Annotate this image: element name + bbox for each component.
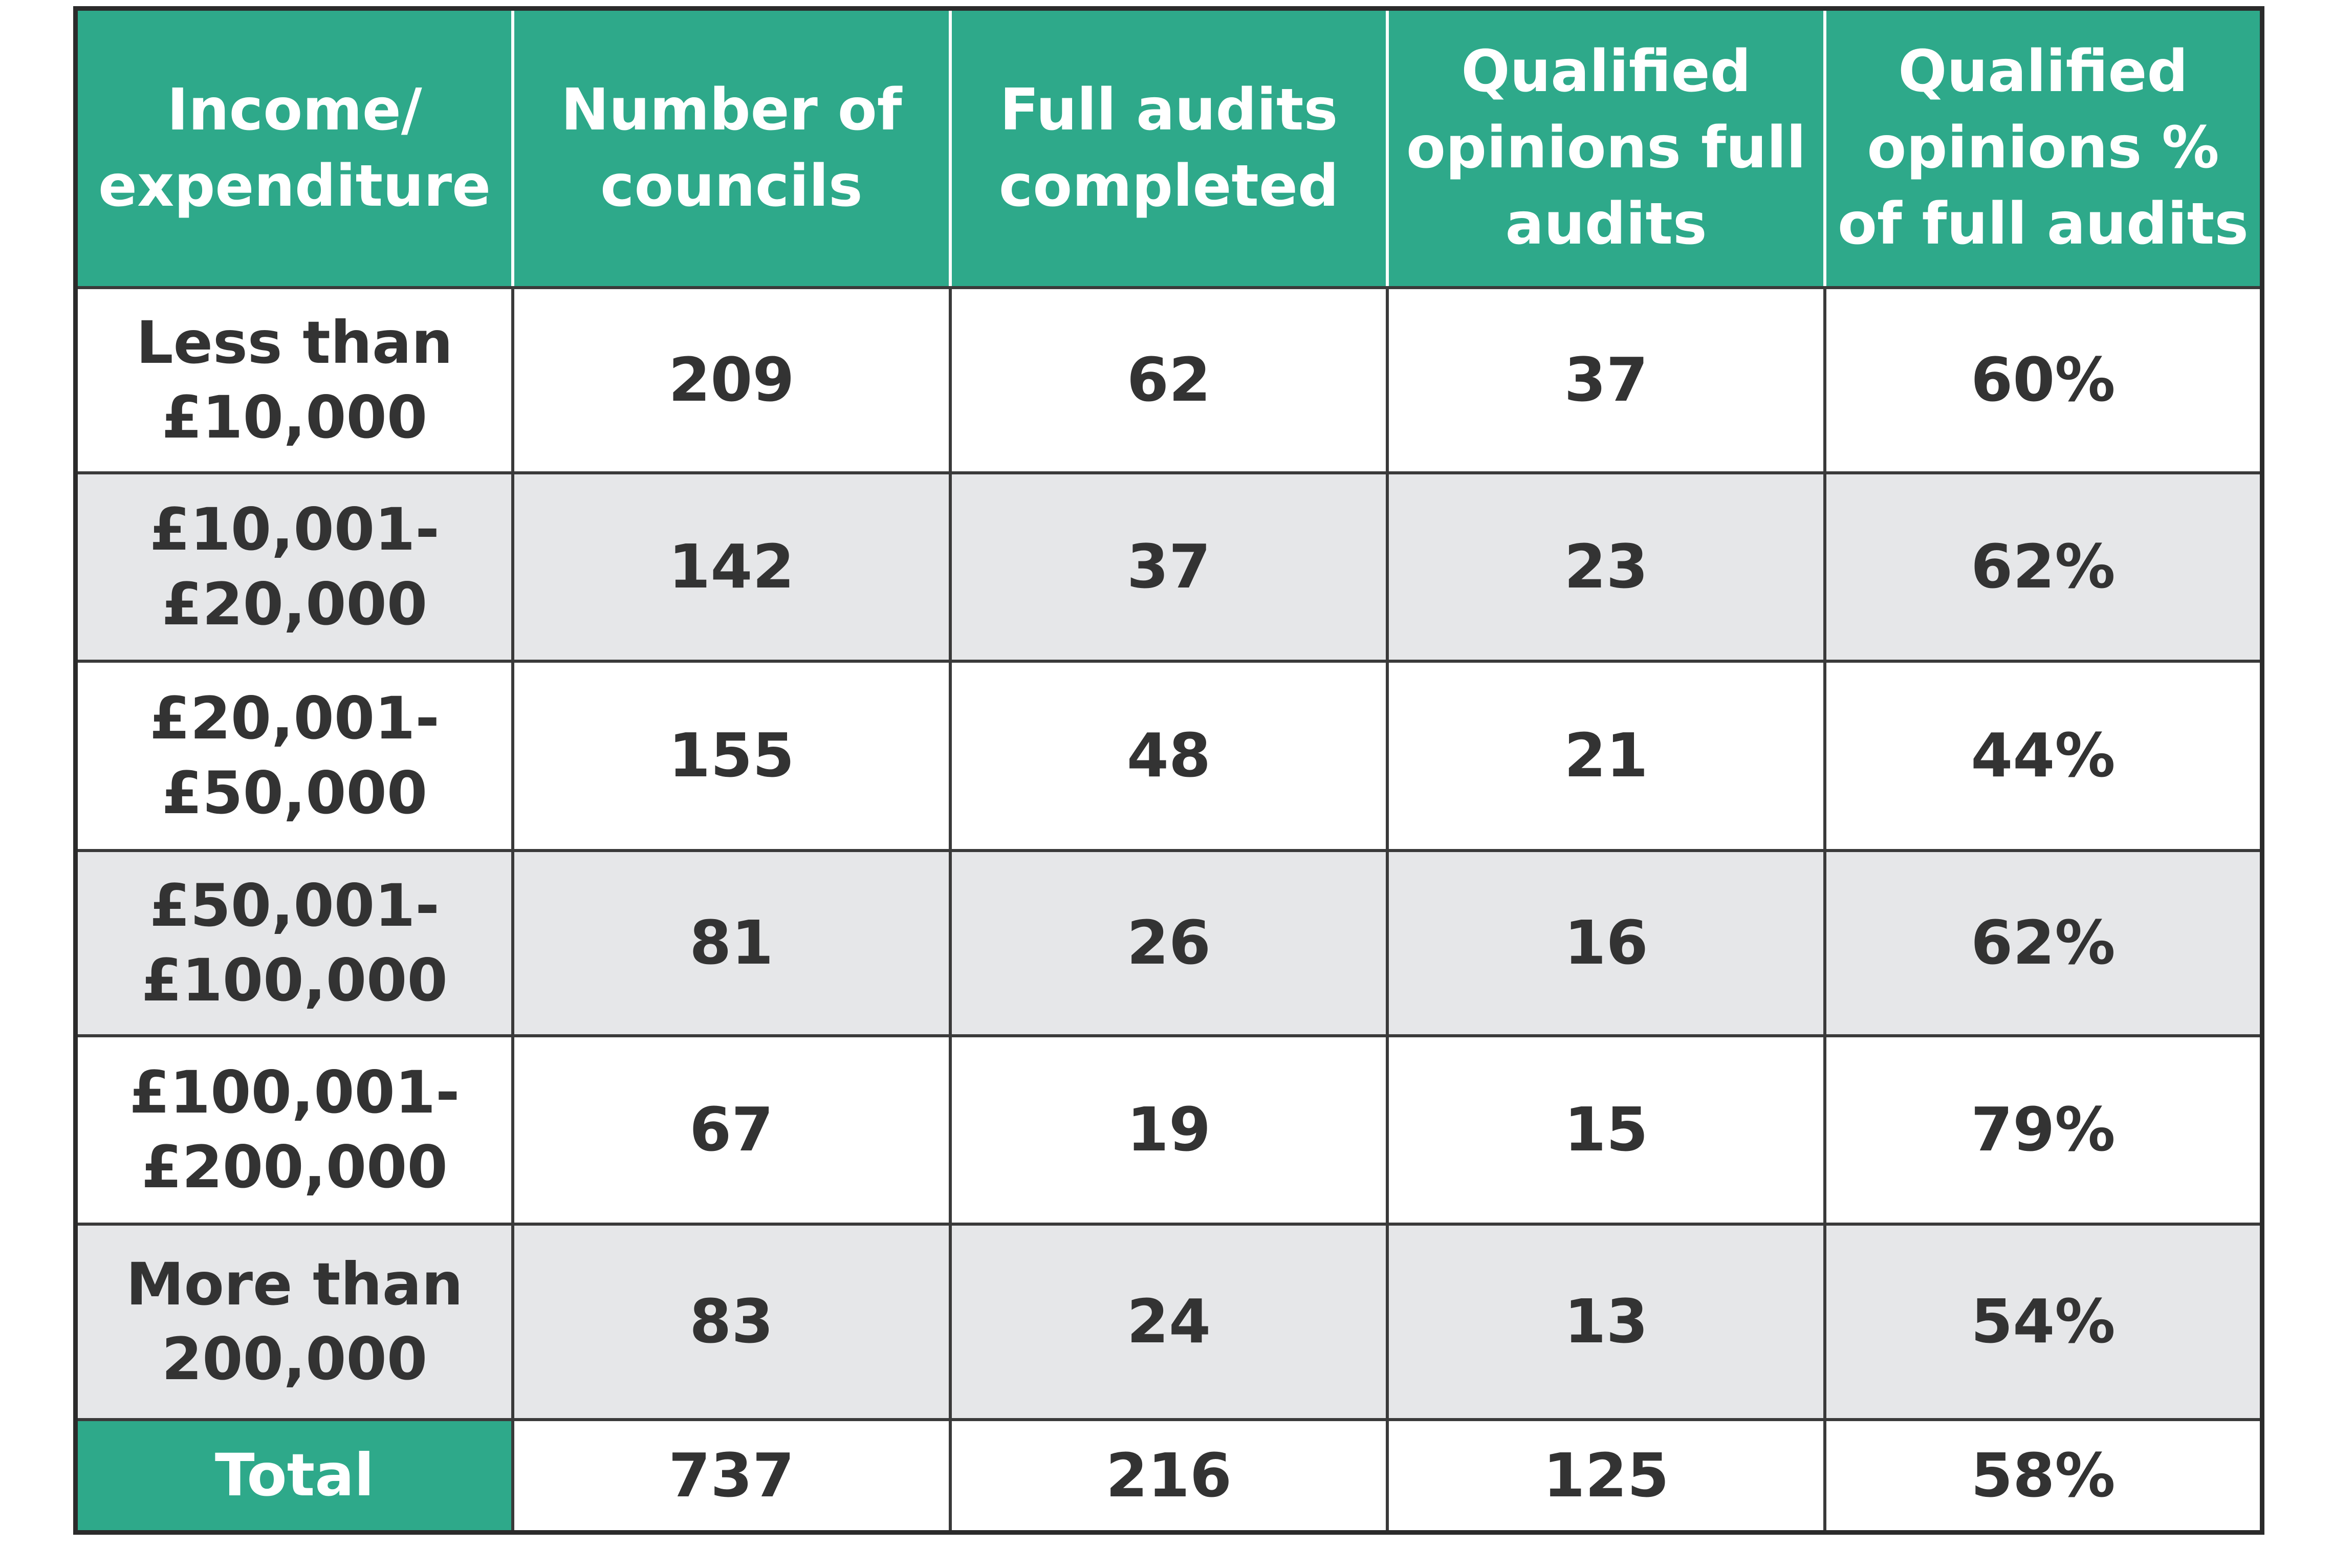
qualified-value: 16 <box>1386 848 1826 1037</box>
councils-value: 81 <box>511 848 952 1037</box>
header-full-audits-completed: Full audits completed <box>948 6 1389 289</box>
qualified-percent-value: 62% <box>1823 848 2264 1037</box>
councils-value: 209 <box>511 286 952 474</box>
full-audits-value: 19 <box>948 1034 1389 1226</box>
total-qualified-value: 125 <box>1386 1418 1826 1534</box>
qualified-value: 21 <box>1386 659 1826 852</box>
total-full-audits-value: 216 <box>948 1418 1389 1534</box>
table-row: £10,001- £20,000 142 37 23 62% <box>74 471 2264 663</box>
header-qualified-percent: Qualified opinions % of full audits <box>1823 6 2264 289</box>
header-income-expenditure: Income/ expenditure <box>73 6 515 289</box>
full-audits-value: 24 <box>948 1222 1389 1421</box>
qualified-percent-value: 54% <box>1823 1222 2264 1421</box>
councils-value: 142 <box>511 471 952 663</box>
table-row: £20,001- £50,000 155 48 21 44% <box>74 659 2264 852</box>
header-row: Income/ expenditure Number of councils F… <box>73 6 2264 289</box>
total-label: Total <box>74 1418 515 1534</box>
qualified-percent-value: 79% <box>1823 1034 2264 1226</box>
table-row: More than 200,000 83 24 13 54% <box>74 1222 2264 1421</box>
qualified-value: 15 <box>1386 1034 1826 1226</box>
band-label: £100,001- £200,000 <box>74 1034 515 1226</box>
band-label: £50,001- £100,000 <box>74 848 515 1037</box>
full-audits-value: 26 <box>948 848 1389 1037</box>
qualified-value: 13 <box>1386 1222 1826 1421</box>
qualified-value: 23 <box>1386 471 1826 663</box>
band-label: £20,001- £50,000 <box>74 659 515 852</box>
qualified-percent-value: 60% <box>1823 286 2264 474</box>
councils-value: 155 <box>511 659 952 852</box>
full-audits-value: 37 <box>948 471 1389 663</box>
qualified-percent-value: 44% <box>1823 659 2264 852</box>
total-councils-value: 737 <box>511 1418 952 1534</box>
table-row: £50,001- £100,000 81 26 16 62% <box>74 848 2264 1037</box>
total-qualified-percent-value: 58% <box>1823 1418 2264 1534</box>
band-label: More than 200,000 <box>74 1222 515 1421</box>
header-number-of-councils: Number of councils <box>511 6 952 289</box>
full-audits-value: 62 <box>948 286 1389 474</box>
band-label: £10,001- £20,000 <box>74 471 515 663</box>
header-qualified-opinions: Qualified opinions full audits <box>1386 6 1826 289</box>
councils-value: 67 <box>511 1034 952 1226</box>
table-row: Less than £10,000 209 62 37 60% <box>74 286 2264 474</box>
table-row: £100,001- £200,000 67 19 15 79% <box>74 1034 2264 1226</box>
total-row: Total 737 216 125 58% <box>74 1418 2264 1534</box>
qualified-percent-value: 62% <box>1823 471 2264 663</box>
full-audits-value: 48 <box>948 659 1389 852</box>
councils-value: 83 <box>511 1222 952 1421</box>
audit-table: Income/ expenditure Number of councils F… <box>73 6 2264 1535</box>
band-label: Less than £10,000 <box>74 286 515 474</box>
qualified-value: 37 <box>1386 286 1826 474</box>
